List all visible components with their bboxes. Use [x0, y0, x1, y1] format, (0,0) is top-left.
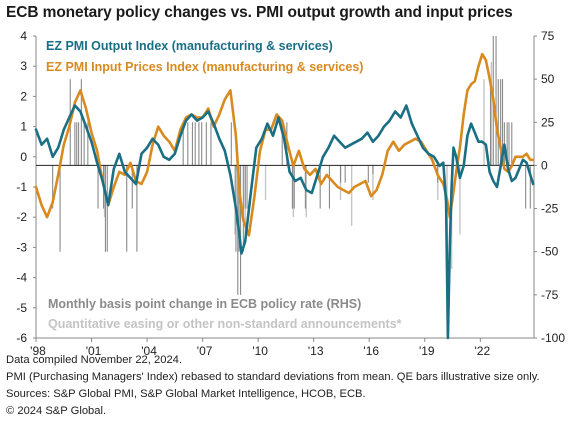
left-tick-label: -4	[16, 271, 27, 285]
footer-copyright: © 2024 S&P Global.	[6, 405, 107, 417]
left-tick-label: 2	[20, 89, 27, 103]
prices-line	[34, 52, 535, 237]
left-tick-label: 1	[20, 120, 27, 134]
x-tick-label: '13	[308, 344, 324, 358]
footer-note: PMI (Purchasing Managers' Index) rebased…	[6, 371, 540, 383]
right-tick-label: 75	[541, 29, 555, 43]
chart-title: ECB monetary policy changes vs. PMI outp…	[6, 4, 513, 21]
footer-date: Data compiled November 22, 2024.	[6, 354, 182, 366]
right-tick-label: -75	[541, 288, 559, 302]
series-lines-group	[34, 52, 535, 340]
output-line	[34, 104, 535, 340]
x-tick-label: '10	[252, 344, 268, 358]
x-tick-label: '19	[419, 344, 435, 358]
left-tick-label: 4	[20, 29, 27, 43]
right-tick-label: -100	[541, 331, 565, 345]
right-tick-label: 50	[541, 72, 555, 86]
right-tick-label: 0	[541, 158, 548, 172]
x-tick-label: '04	[141, 344, 157, 358]
right-tick-label: -25	[541, 202, 559, 216]
legend-qe-label: Quantitative easing or other non-standar…	[48, 317, 402, 331]
legend-group: EZ PMI Output Index (manufacturing & ser…	[46, 39, 402, 331]
left-tick-label: -1	[16, 180, 27, 194]
x-tick-label: '16	[363, 344, 379, 358]
x-tick-label: '98	[30, 344, 46, 358]
right-tick-label: -50	[541, 245, 559, 259]
axes-group: 4 3 2 1 0 -1 -2 -3 -4 -5 -6 75 50 25 0 -25 -50 -75 -100 '98…	[16, 29, 565, 358]
x-tick-label: '07	[197, 344, 213, 358]
left-tick-label: -6	[16, 331, 27, 345]
left-tick-label: -2	[16, 210, 27, 224]
right-tick-label: 25	[541, 115, 555, 129]
legend-prices-label: EZ PMI Input Prices Index (manufacturing…	[46, 60, 363, 74]
left-tick-label: 0	[20, 150, 27, 164]
x-tick-label: '22	[474, 344, 490, 358]
x-tick-label: '01	[86, 344, 102, 358]
left-tick-label: -5	[16, 301, 27, 315]
left-tick-label: 3	[20, 59, 27, 73]
footer-sources: Sources: S&P Global PMI, S&P Global Mark…	[6, 388, 366, 400]
legend-output-label: EZ PMI Output Index (manufacturing & ser…	[46, 39, 333, 53]
legend-policy-label: Monthly basis point change in ECB policy…	[48, 297, 361, 311]
left-tick-label: -3	[16, 240, 27, 254]
